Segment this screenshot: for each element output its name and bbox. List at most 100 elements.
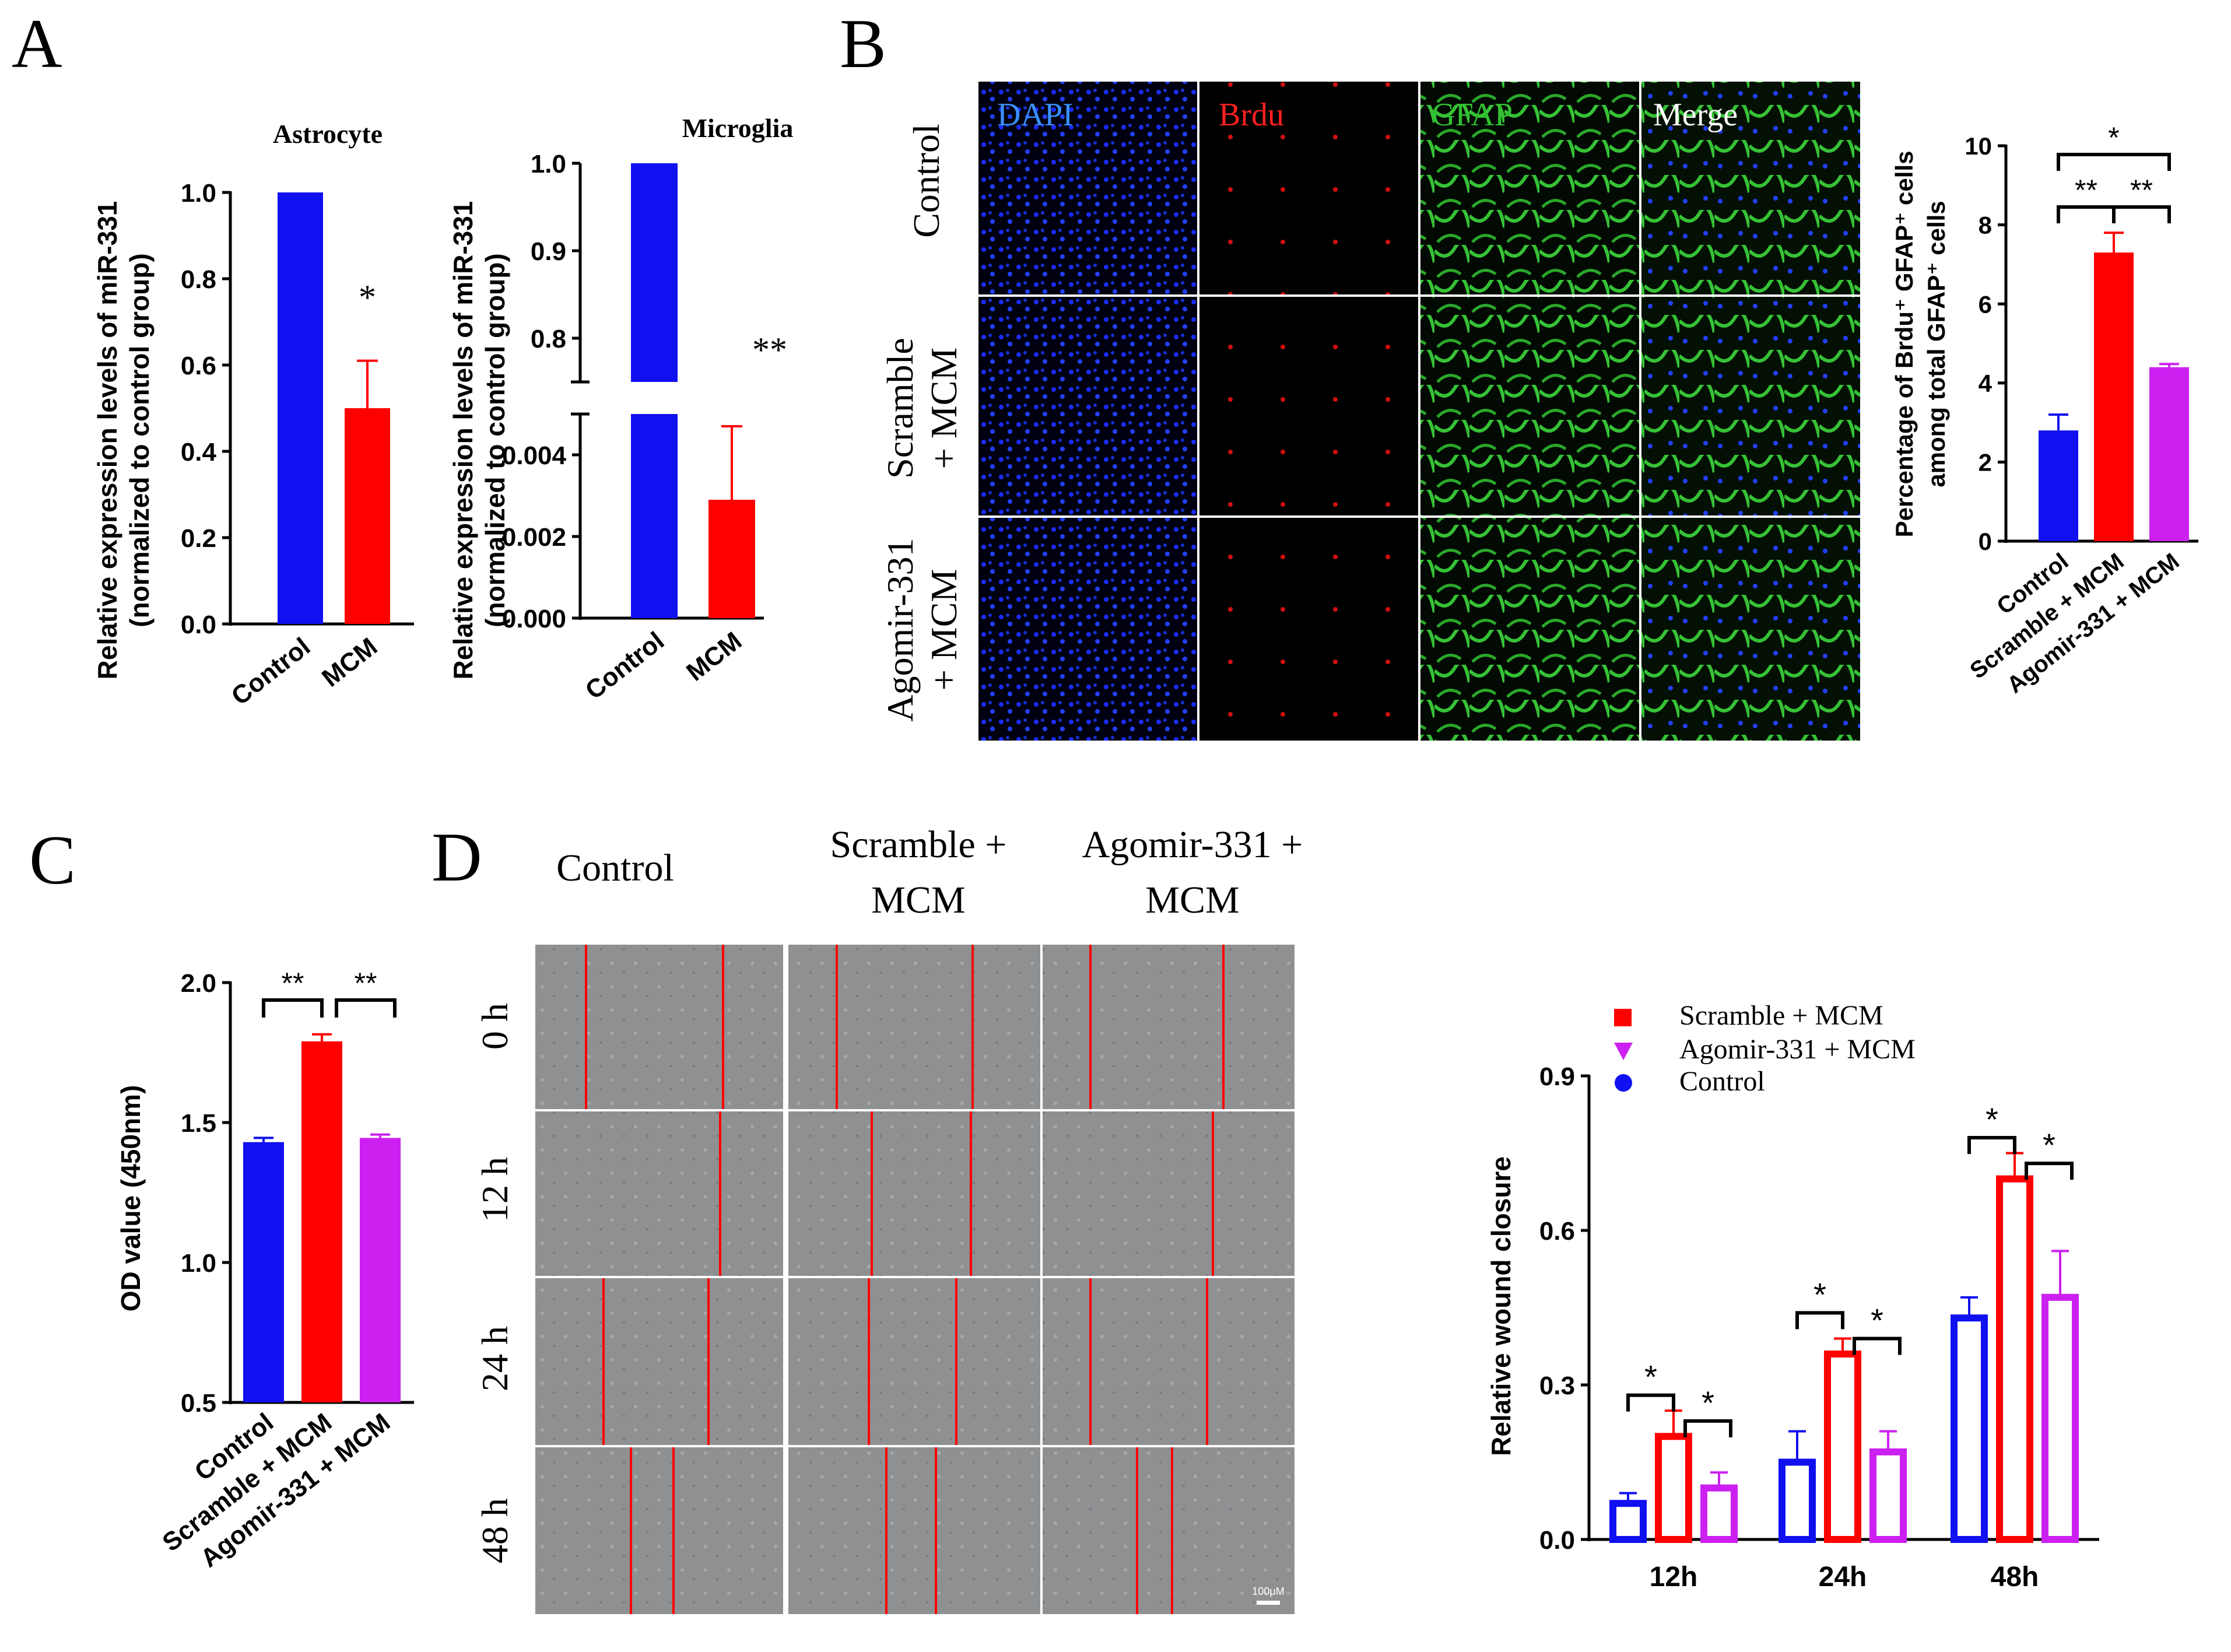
chart-microglia-ylabel-2: (normalized to control group)	[480, 253, 510, 627]
microglia-bar-0-lower	[631, 414, 678, 618]
scale-bar	[1257, 1601, 1280, 1605]
micrograph-grid-d: Control Scramble + MCM Agomir-331 + MCM …	[474, 823, 1303, 1614]
chart-brdu-ylabel-1: Percentage of Brdu⁺ GFAP⁺ cells	[1890, 151, 1918, 538]
wound-xtick-0: 12h	[1650, 1562, 1698, 1593]
astrocyte-ytick-2: 0.4	[181, 438, 217, 467]
chart-brdu-ylabel-2: among total GFAP⁺ cells	[1923, 201, 1950, 487]
od-ytick-1: 1.0	[181, 1249, 216, 1278]
brdu-bar-0	[2039, 430, 2078, 541]
wound-image-r0-c1	[788, 945, 1040, 1109]
micrograph-b-gfap-control	[1420, 82, 1639, 294]
microglia-sig: **	[752, 331, 787, 369]
wound-ytick-1: 0.3	[1539, 1372, 1575, 1400]
micrograph-b-merge-scramble	[1641, 297, 1860, 515]
astrocyte-bar-1	[345, 408, 390, 624]
micrograph-b-gfap-agomir	[1420, 518, 1639, 741]
brdu-ytick-3: 6	[1979, 290, 1992, 318]
micrograph-d-row-48h: 48 h	[474, 1498, 515, 1563]
micrograph-d-col-agomir-1: Agomir-331 +	[1082, 823, 1303, 866]
panel-label-b: B	[840, 5, 886, 82]
micrograph-d-col-scramble-2: MCM	[871, 879, 965, 921]
wound-image-r2-c2	[1043, 1278, 1295, 1445]
astrocyte-ytick-0: 0.0	[181, 611, 216, 639]
chart-wound-ylabel: Relative wound closure	[1486, 1156, 1516, 1456]
micrograph-d-row-12h: 12 h	[474, 1157, 515, 1222]
chart-od-ylabel: OD value (450nm)	[115, 1085, 146, 1312]
wound-legend-marker-0	[1614, 1009, 1632, 1026]
od-sig-1-label: **	[355, 967, 377, 999]
wound-image-r2-c1	[788, 1278, 1040, 1445]
brdu-ytick-0: 0	[1979, 528, 1992, 555]
wound-bar-agomir331mcm-2	[2041, 1293, 2079, 1543]
micrograph-b-merge-control	[1641, 82, 1860, 294]
wound-legend-label-0: Scramble + MCM	[1679, 1000, 1883, 1031]
microglia-ytick-lower-0: 0.000	[502, 605, 566, 633]
brdu-bar-2	[2149, 367, 2189, 541]
micrograph-b-brdu-control	[1199, 82, 1418, 294]
microglia-ytick-upper-2: 1.0	[531, 150, 566, 178]
micrograph-b-row-scramble-2: + MCM	[923, 348, 964, 469]
wound-ytick-2: 0.6	[1539, 1217, 1575, 1246]
chart-microglia: Microglia Relative expression levels of …	[448, 113, 793, 705]
micrograph-b-dapi-agomir	[978, 518, 1197, 741]
wound-legend-marker-1	[1614, 1043, 1633, 1060]
brdu-sig-0	[2057, 205, 2116, 223]
wound-image-r3-c0	[535, 1447, 783, 1614]
chart-astrocyte-ylabel-2: (normalized to control group)	[124, 253, 155, 627]
micrograph-b-dapi-scramble	[978, 297, 1197, 515]
wound-bar-scramblemcm-1	[1824, 1351, 1861, 1543]
panel-label-a: A	[12, 5, 62, 82]
wound-image-r3-c1	[788, 1447, 1040, 1614]
brdu-sig-2-label: *	[2108, 121, 2119, 154]
wound-image-r1-c2	[1043, 1111, 1295, 1276]
wound-bar-scramblemcm-0	[1655, 1433, 1692, 1543]
microglia-ytick-upper-1: 0.9	[531, 237, 566, 266]
wound-sig-a-0-label: *	[1644, 1359, 1657, 1395]
wound-legend-label-2: Control	[1679, 1066, 1765, 1097]
micrograph-b-row-control: Control	[906, 124, 947, 238]
micrograph-b-col-brdu: Brdu	[1219, 97, 1284, 133]
wound-ytick-3: 0.9	[1539, 1062, 1575, 1091]
brdu-ytick-4: 8	[1979, 212, 1992, 239]
wound-ytick-0: 0.0	[1539, 1526, 1575, 1555]
wound-image-r1-c1	[788, 1111, 1040, 1276]
astrocyte-ytick-4: 0.8	[181, 265, 216, 294]
wound-bar-control-1	[1779, 1458, 1816, 1543]
od-bar-2	[360, 1138, 401, 1402]
micrograph-b-col-dapi: DAPI	[997, 97, 1074, 133]
wound-image-r3-c2	[1043, 1447, 1295, 1614]
micrograph-b-gfap-scramble	[1420, 297, 1639, 515]
wound-sig-b-1-label: *	[1871, 1302, 1883, 1339]
astrocyte-ytick-5: 1.0	[181, 179, 216, 208]
od-ytick-2: 1.5	[181, 1109, 216, 1138]
chart-astrocyte-title: Astrocyte	[273, 119, 383, 149]
wound-sig-a-2	[1967, 1136, 2016, 1154]
chart-astrocyte: Astrocyte Relative expression levels of …	[92, 119, 414, 711]
astrocyte-ytick-3: 0.6	[181, 352, 216, 380]
wound-sig-b-2-label: *	[2043, 1127, 2055, 1163]
wound-sig-a-1	[1795, 1311, 1844, 1330]
chart-microglia-ylabel-1: Relative expression levels of miR-331	[448, 201, 478, 680]
chart-microglia-title: Microglia	[682, 113, 794, 143]
microglia-ytick-lower-1: 0.002	[502, 523, 566, 552]
brdu-sig-0-label: **	[2075, 174, 2097, 206]
micrograph-b-merge-agomir	[1641, 518, 1860, 741]
wound-bar-scramblemcm-2	[1996, 1175, 2033, 1543]
wound-xtick-2: 48h	[1991, 1562, 2039, 1593]
microglia-bar-0-upper	[631, 163, 678, 382]
micrograph-d-row-0h: 0 h	[474, 1003, 515, 1050]
od-bar-0	[243, 1142, 284, 1402]
od-ytick-0: 0.5	[181, 1389, 216, 1418]
micrograph-b-brdu-scramble	[1199, 297, 1418, 515]
brdu-ytick-2: 4	[1979, 370, 1993, 397]
brdu-sig-2	[2057, 153, 2171, 171]
wound-sig-b-0-label: *	[1702, 1384, 1714, 1421]
chart-wound: Relative wound closure 0.0 0.3 0.6 0.9 12h * *…	[1486, 1000, 2099, 1593]
scale-bar-label: 100μM	[1252, 1586, 1284, 1597]
micrograph-b-row-agomir-1: Agomir-331	[879, 538, 921, 721]
wound-bar-agomir331mcm-0	[1700, 1484, 1738, 1544]
micrograph-d-col-agomir-2: MCM	[1145, 879, 1239, 921]
astrocyte-xtick-0: Control	[226, 632, 315, 711]
od-sig-0	[262, 998, 324, 1018]
microglia-bar-1	[708, 500, 755, 618]
